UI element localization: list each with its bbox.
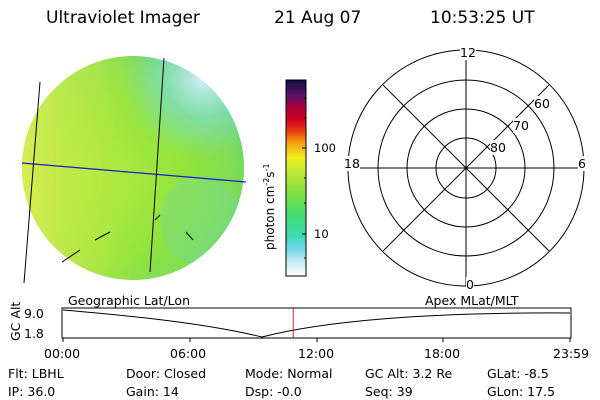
image-grid-line	[21, 162, 247, 183]
mlt-label-12: 12	[460, 45, 476, 60]
x-tick-0600: 06:00	[170, 346, 207, 361]
status-ip: IP: 36.0	[8, 384, 56, 399]
altitude-curve	[62, 309, 571, 338]
instrument-title: Ultraviolet Imager	[46, 8, 200, 28]
status-gc-alt: GC Alt: 3.2 Re	[365, 366, 453, 381]
time-label: 10:53:25 UT	[430, 8, 535, 28]
mlt-label-6: 6	[578, 156, 586, 171]
status-mode: Mode: Normal	[245, 366, 333, 381]
status-glon: GLon: 17.5	[487, 384, 556, 399]
status-flt: Flt: LBHL	[8, 366, 64, 381]
geo-title: Geographic Lat/Lon	[68, 293, 190, 308]
uv-image	[21, 56, 247, 284]
alt-ymax: 9.0	[24, 306, 44, 321]
altitude-frame	[61, 307, 572, 339]
x-tick-1200: 12:00	[298, 346, 335, 361]
colorbar-tick-10: 10	[314, 227, 329, 241]
mlt-label-18: 18	[344, 156, 360, 171]
image-meridian-line	[149, 57, 165, 273]
x-tick-1800: 18:00	[424, 346, 461, 361]
lat-label-80: 80	[490, 140, 506, 155]
apex-title: Apex MLat/MLT	[425, 293, 519, 308]
x-tick-0000: 00:00	[44, 346, 81, 361]
lat-label-70: 70	[513, 118, 529, 133]
colorbar	[285, 79, 307, 277]
status-seq: Seq: 39	[365, 384, 413, 399]
status-door: Door: Closed	[126, 366, 207, 381]
x-tick-2359: 23:59	[553, 346, 590, 361]
lat-label-60: 60	[534, 96, 550, 111]
colorbar-tick-100: 100	[314, 141, 336, 155]
image-meridian-line	[23, 81, 41, 284]
status-glat: GLat: -8.5	[487, 366, 549, 381]
mlt-label-0: 0	[466, 277, 474, 292]
altitude-timeline	[61, 307, 572, 342]
date-label: 21 Aug 07	[274, 8, 362, 28]
status-gain: Gain: 14	[126, 384, 179, 399]
status-dsp: Dsp: -0.0	[245, 384, 302, 399]
alt-ymin: 1.8	[24, 326, 44, 341]
